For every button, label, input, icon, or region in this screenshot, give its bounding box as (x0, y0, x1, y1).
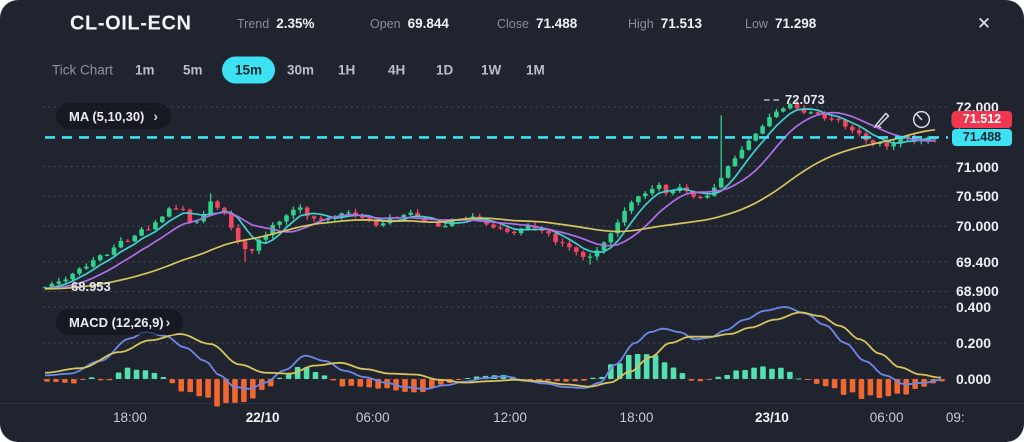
ma-indicator-label: MA (5,10,30) (69, 108, 145, 124)
stat-value: 71.488 (535, 16, 578, 31)
timeframe-tick-chart[interactable]: Tick Chart (52, 62, 114, 78)
chevron-right-icon: › (165, 314, 171, 330)
timeframe-5m[interactable]: 5m (183, 62, 203, 78)
time-axis-label: 18:00 (619, 410, 654, 425)
last-price-badge: 71.512 (952, 110, 1012, 128)
stat-open: Open 69.844 (370, 15, 449, 33)
close-button[interactable]: ✕ (970, 10, 998, 38)
stat-value: 2.35% (276, 16, 315, 31)
stat-close: Close 71.488 (497, 15, 577, 33)
time-axis-label: 09: (945, 410, 965, 425)
timeframe-15m[interactable]: 15m (222, 56, 276, 84)
price-axis-label: 71.000 (956, 158, 999, 175)
time-axis-label: 18:00 (112, 410, 147, 425)
macd-axis-label: 0.400 (956, 299, 992, 315)
price-axis-label: 68.900 (956, 283, 999, 300)
timeframe-1m[interactable]: 1m (135, 62, 155, 78)
timeframe-1m[interactable]: 1M (526, 62, 545, 78)
timeframe-1d[interactable]: 1D (436, 62, 454, 78)
ma-indicator-pill[interactable]: MA (5,10,30) › (56, 103, 172, 129)
close-price-badge: 71.488 (952, 128, 1012, 146)
gauge-icon[interactable] (908, 106, 934, 132)
timeframe-30m[interactable]: 30m (287, 62, 315, 78)
price-axis-label: 70.500 (956, 188, 999, 205)
stat-high: High 71.513 (628, 15, 702, 33)
stat-label: Close (497, 17, 529, 31)
stat-label: Low (745, 17, 768, 31)
session-high-marker: 72.073 (764, 92, 825, 107)
time-axis-label: 06:00 (869, 410, 904, 425)
stat-label: Trend (237, 17, 270, 31)
time-axis-label: 23/10 (755, 410, 789, 425)
timeframe-1h[interactable]: 1H (338, 62, 356, 78)
stat-trend: Trend 2.35% (237, 15, 314, 33)
chevron-right-icon: › (153, 108, 159, 124)
time-axis-label: 22/10 (245, 410, 280, 425)
session-low-marker: 68.953 (50, 279, 111, 294)
stat-value: 71.298 (774, 16, 817, 31)
price-axis-label: 69.400 (956, 253, 999, 270)
marker-dash-icon (764, 98, 779, 101)
stat-value: 71.513 (660, 16, 703, 31)
time-axis-label: 12:00 (493, 410, 527, 425)
marker-dash-icon (50, 285, 65, 288)
macd-indicator-label: MACD (12,26,9) (69, 314, 164, 330)
timeframe-4h[interactable]: 4H (388, 62, 406, 78)
macd-axis-label: 0.000 (956, 371, 992, 387)
symbol-title: CL-OIL-ECN (70, 12, 192, 35)
stat-low: Low 71.298 (745, 15, 816, 33)
timeframe-toolbar: Tick Chart 1m 5m 15m 30m 1H 4H 1D 1W 1M (0, 48, 1024, 129)
chart-header: CL-OIL-ECN Trend 2.35% Open 69.844 Close 71.4… (0, 0, 1024, 48)
timeframe-1w[interactable]: 1W (481, 62, 502, 78)
stat-label: High (628, 17, 654, 31)
price-axis-label: 70.000 (956, 218, 999, 234)
stat-label: Open (370, 17, 401, 31)
macd-axis-label: 0.200 (956, 335, 992, 351)
macd-indicator-pill[interactable]: MACD (12,26,9) › (56, 309, 184, 335)
time-axis-label: 06:00 (355, 410, 390, 425)
stat-value: 69.844 (407, 16, 449, 31)
